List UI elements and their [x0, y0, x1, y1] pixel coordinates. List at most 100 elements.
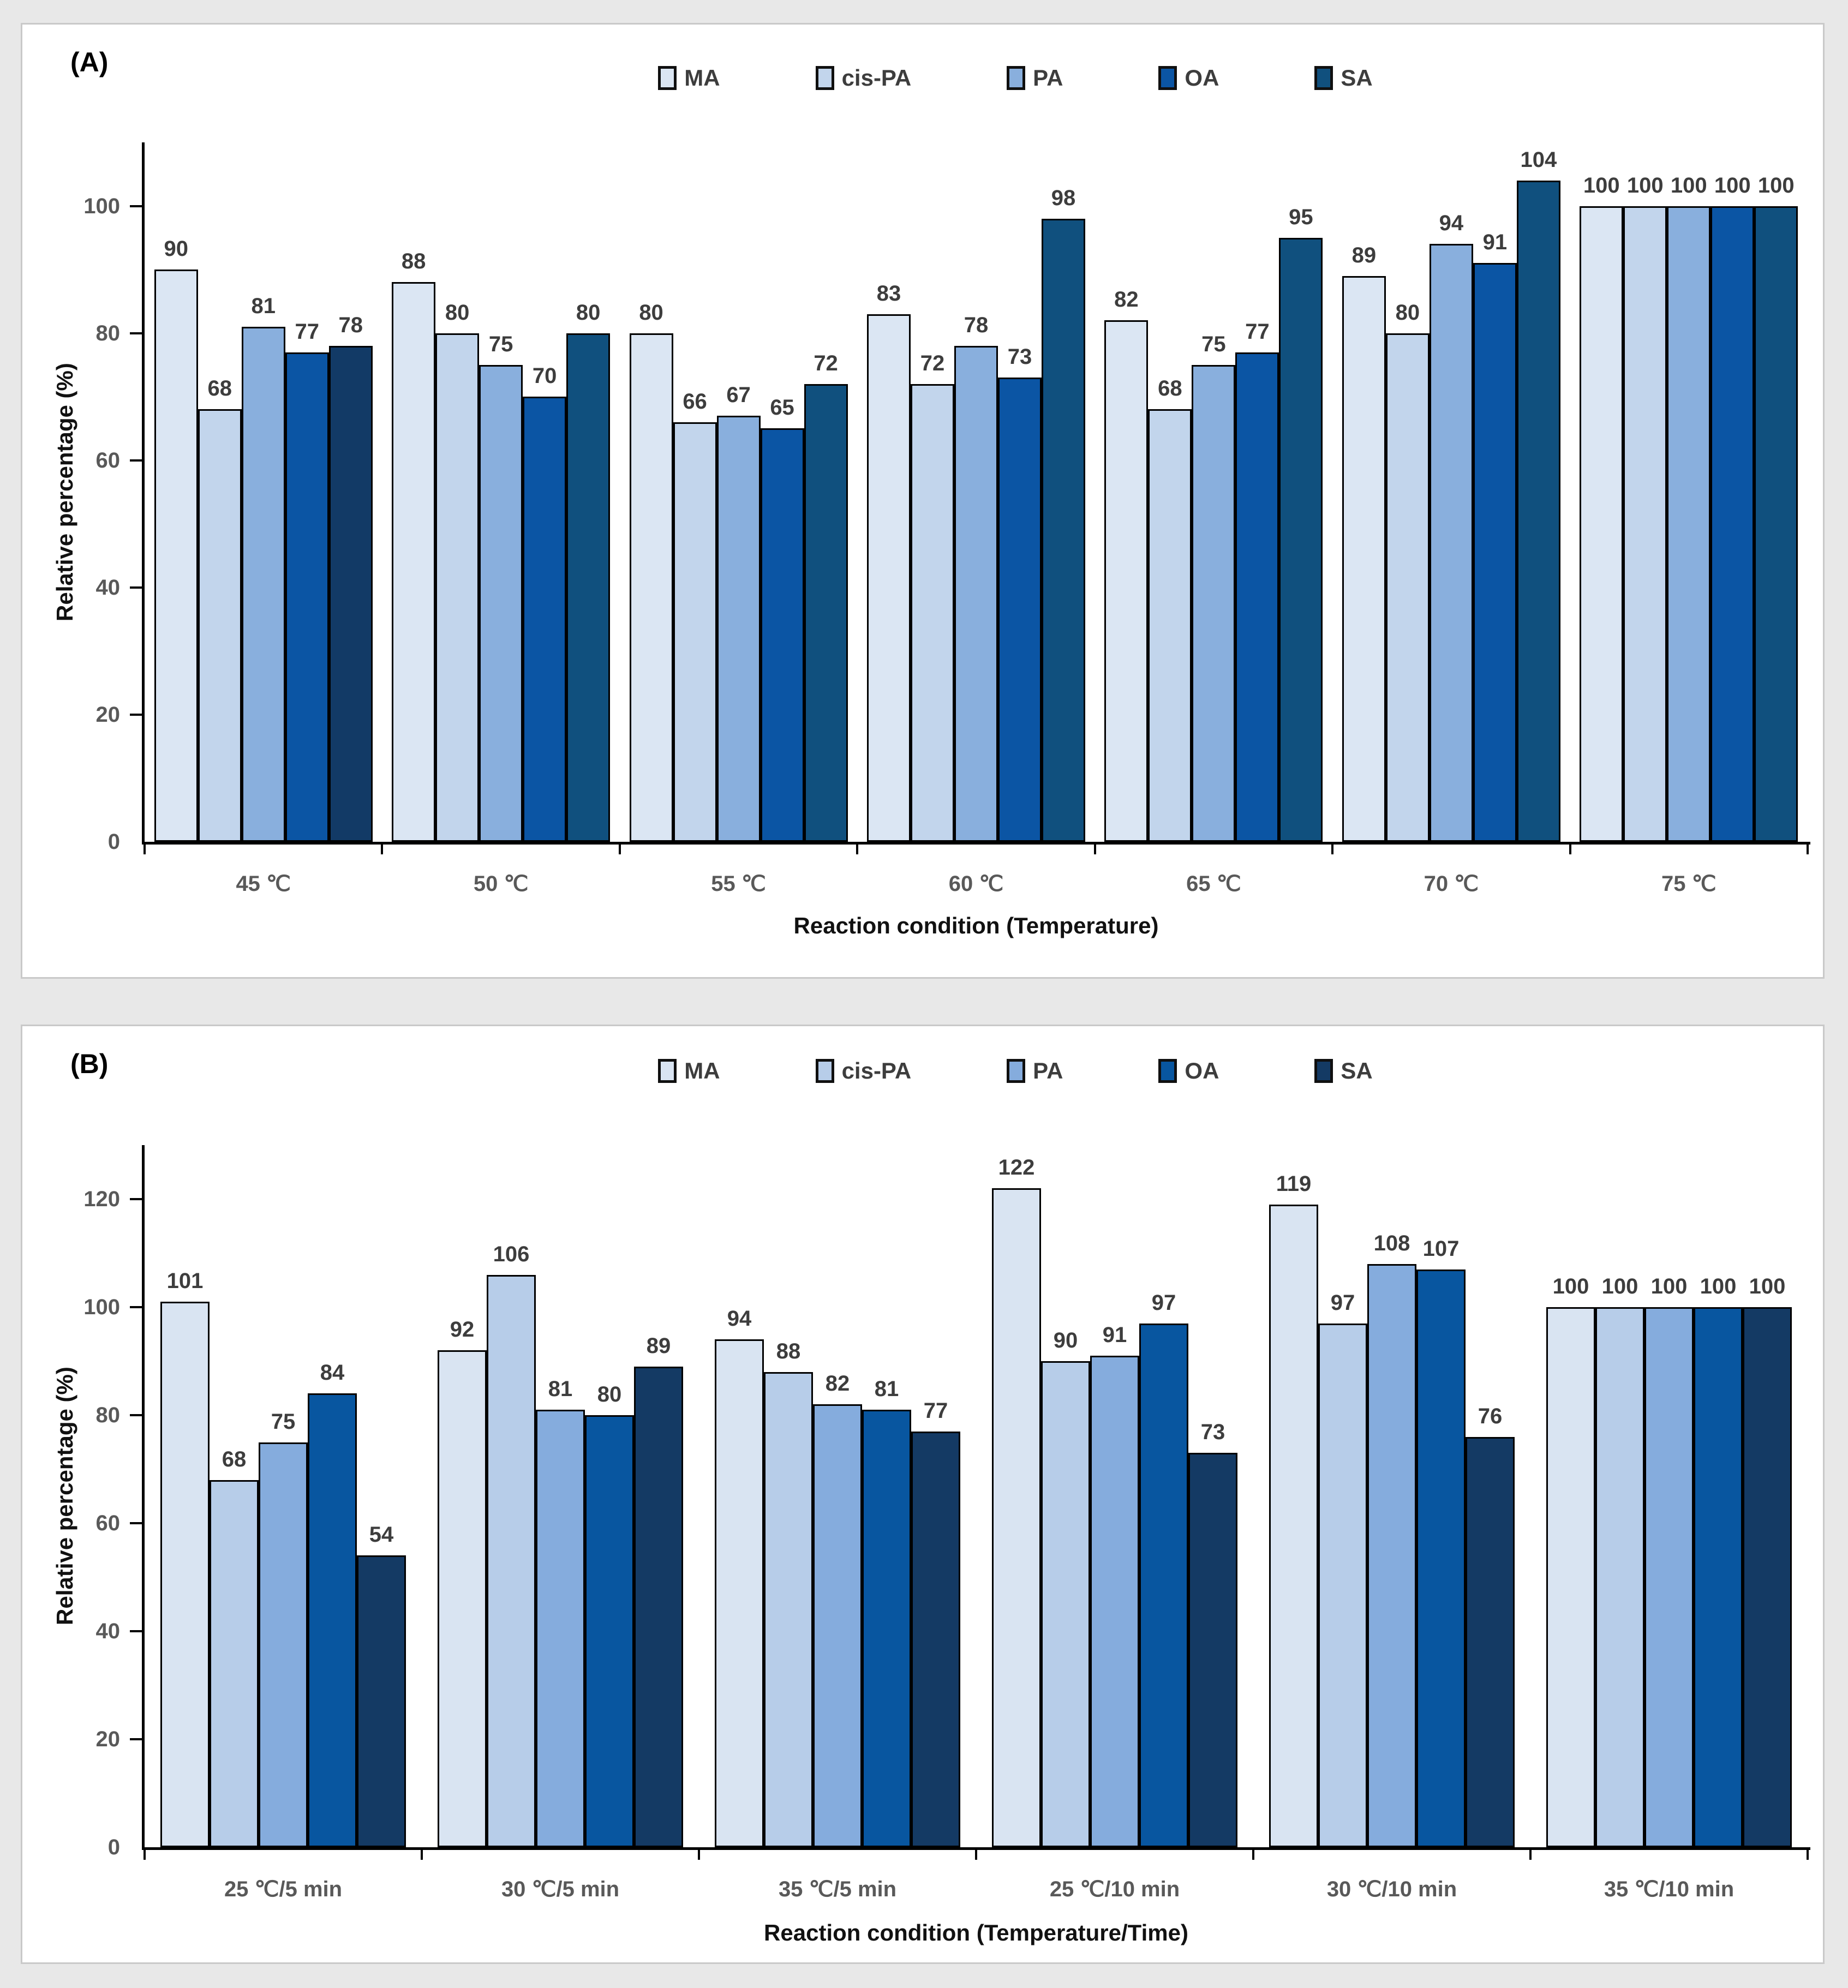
bar — [1104, 320, 1149, 842]
y-tick-label: 120 — [83, 1187, 120, 1211]
bar-value-label: 75 — [1201, 332, 1226, 356]
y-tick-label: 20 — [95, 1727, 121, 1751]
legend-swatch-MA — [658, 1059, 677, 1083]
bar — [479, 364, 523, 842]
bar — [1148, 409, 1192, 842]
bar-value-label: 100 — [1583, 173, 1620, 197]
legend-swatch-cis-PA — [815, 1059, 834, 1083]
x-category-label: 45 ℃ — [236, 872, 291, 896]
bar-value-label: 90 — [164, 237, 188, 261]
x-category-label: 25 ℃/5 min — [224, 1877, 343, 1901]
y-tick — [130, 1198, 142, 1200]
y-tick-label: 0 — [107, 830, 120, 854]
x-tick — [1807, 1850, 1809, 1860]
bar — [1192, 364, 1236, 842]
bar — [154, 270, 198, 842]
bar-value-label: 66 — [683, 389, 707, 414]
bar — [1416, 1269, 1466, 1847]
bar-value-label: 77 — [295, 319, 319, 344]
x-category-label: 70 ℃ — [1424, 872, 1479, 896]
bar — [1269, 1204, 1318, 1847]
bar — [357, 1555, 406, 1847]
bar-value-label: 89 — [1351, 243, 1377, 267]
bar — [764, 1372, 813, 1847]
bar-value-label: 72 — [814, 351, 838, 375]
bar — [760, 428, 804, 842]
bar-value-label: 73 — [1007, 345, 1032, 369]
x-tick — [856, 845, 859, 854]
bar-value-label: 73 — [1200, 1420, 1225, 1445]
bar-value-label: 100 — [1757, 173, 1795, 197]
bar — [392, 282, 436, 842]
x-tick — [143, 845, 146, 854]
bar-value-label: 80 — [445, 300, 470, 325]
legend-item: PA — [1007, 1058, 1063, 1084]
legend-item: OA — [1158, 1058, 1219, 1084]
bar-value-label: 65 — [770, 396, 794, 420]
bar — [585, 1415, 634, 1847]
bar — [1580, 206, 1624, 842]
bar — [673, 422, 717, 842]
legend-swatch-SA — [1314, 66, 1333, 90]
bar-value-label: 76 — [1478, 1404, 1503, 1428]
y-tick — [130, 1414, 142, 1416]
y-tick — [130, 1306, 142, 1308]
bar-value-label: 88 — [776, 1339, 801, 1363]
y-tick — [130, 586, 142, 589]
bar-value-label: 70 — [532, 364, 557, 388]
legend-item: OA — [1158, 65, 1219, 91]
bar-value-label: 98 — [1051, 185, 1076, 210]
bar-value-label: 80 — [639, 300, 663, 325]
bar-value-label: 95 — [1289, 205, 1313, 229]
bar-value-label: 80 — [576, 300, 601, 325]
bar-value-label: 101 — [166, 1269, 204, 1294]
bar-value-label: 107 — [1422, 1236, 1460, 1261]
y-tick — [130, 332, 142, 334]
bar — [438, 1350, 487, 1847]
bar-value-label: 90 — [1053, 1328, 1078, 1352]
x-axis-title-a: Reaction condition (Temperature) — [793, 913, 1159, 938]
x-tick — [1331, 845, 1334, 854]
bar-value-label: 119 — [1276, 1171, 1312, 1196]
bar — [285, 352, 329, 842]
bar — [160, 1302, 210, 1847]
bar-value-label: 94 — [727, 1307, 752, 1331]
y-tick-label: 20 — [95, 702, 121, 727]
bar — [1139, 1323, 1188, 1847]
bar — [715, 1339, 764, 1847]
x-category-label: 60 ℃ — [948, 872, 1004, 896]
y-tick-label: 60 — [95, 1511, 121, 1535]
bar — [1042, 218, 1085, 842]
x-tick — [1252, 1850, 1254, 1860]
bar — [804, 384, 848, 842]
panel-a: (A) MA cis-PA PA OA SA Relative percentage (… — [21, 23, 1825, 979]
bar-value-label: 91 — [1482, 230, 1508, 255]
bar-value-label: 108 — [1373, 1231, 1410, 1255]
x-tick — [1569, 845, 1571, 854]
bar-value-label: 94 — [1439, 211, 1464, 236]
legend-a: MA cis-PA PA OA SA — [115, 65, 1823, 91]
legend-swatch-SA — [1314, 1059, 1333, 1083]
bar — [716, 416, 761, 842]
bar-value-label: 81 — [548, 1377, 573, 1402]
bar — [867, 314, 911, 842]
bar — [241, 326, 285, 842]
bar-value-label: 84 — [320, 1361, 345, 1385]
bar — [1667, 206, 1711, 842]
bar — [1595, 1307, 1644, 1847]
y-tick-label: 80 — [95, 1403, 121, 1427]
x-category-label: 65 ℃ — [1186, 872, 1241, 896]
bar-value-label: 75 — [271, 1409, 296, 1434]
y-tick — [130, 205, 142, 207]
bar-value-label: 100 — [1714, 173, 1751, 197]
bar — [911, 384, 954, 842]
bar-value-label: 100 — [1670, 173, 1707, 197]
bar — [1342, 276, 1386, 842]
bar — [536, 1410, 585, 1847]
legend-label: cis-PA — [841, 1058, 912, 1083]
x-tick — [1807, 845, 1809, 854]
bar-value-label: 80 — [1395, 300, 1420, 325]
bar-value-label: 81 — [251, 294, 276, 318]
bar-value-label: 97 — [1330, 1290, 1355, 1315]
